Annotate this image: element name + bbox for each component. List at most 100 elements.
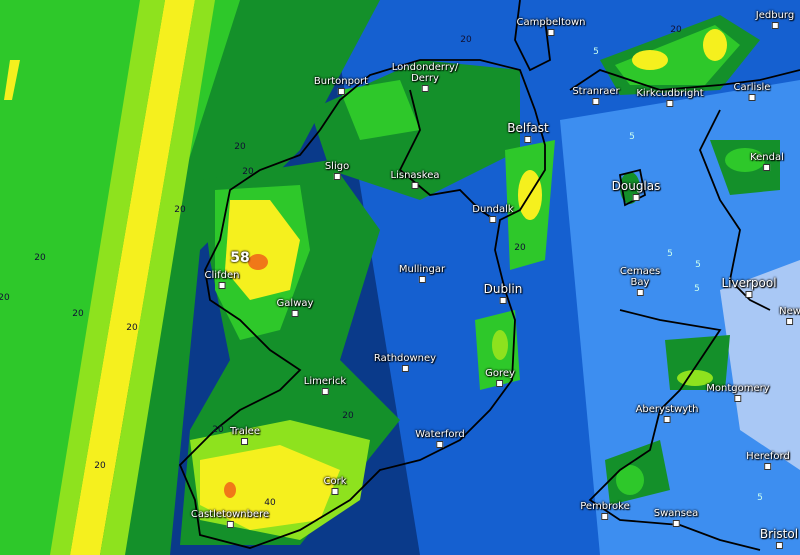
- city-name: Clifden: [204, 270, 240, 281]
- city-label: Bristol: [760, 528, 798, 549]
- city-label: Douglas: [611, 179, 661, 201]
- contour-label: 20: [242, 167, 254, 177]
- light-green-stripe: [50, 0, 165, 555]
- city-marker-icon: [524, 136, 532, 143]
- city-name: Dublin: [483, 282, 523, 296]
- coastline: [178, 0, 800, 551]
- city-name: Carlisle: [733, 82, 771, 93]
- city-marker-icon: [337, 88, 345, 95]
- city-label: Londonderry/Derry: [392, 62, 458, 92]
- city-marker-icon: [764, 463, 772, 470]
- city-label: Galway: [277, 298, 313, 317]
- city-label: Swansea: [654, 508, 698, 527]
- city-name: Swansea: [653, 508, 699, 519]
- city-name: Liverpool: [721, 276, 777, 290]
- city-name: Lisnaskea: [390, 170, 440, 181]
- yellow-stripe: [70, 0, 195, 555]
- contour-label: 20: [342, 411, 354, 421]
- orange-spot: [248, 254, 268, 270]
- city-marker-icon: [321, 388, 329, 395]
- city-name: Douglas: [611, 179, 661, 193]
- contour-label: 5: [694, 284, 700, 294]
- city-name: Rathdowney: [373, 353, 437, 364]
- city-label: Tralee: [230, 426, 260, 445]
- city-name: Stranraer: [572, 86, 620, 97]
- city-marker-icon: [632, 194, 640, 201]
- city-name: Pembroke: [580, 501, 630, 512]
- city-marker-icon: [663, 416, 671, 423]
- city-label: Mullingar: [399, 264, 445, 283]
- contour-label: 40: [264, 498, 276, 508]
- light-blue-band: [560, 80, 800, 555]
- contour-label: 20: [126, 323, 138, 333]
- city-marker-icon: [496, 380, 504, 387]
- city-label: Stranraer: [572, 86, 620, 105]
- city-label: Rathdowney: [374, 353, 436, 372]
- city-name: Montgomery: [706, 383, 770, 394]
- south-yellow: [200, 445, 340, 530]
- city-marker-icon: [666, 100, 674, 107]
- city-label: Castletownbere: [191, 509, 269, 528]
- city-name: Castletownbere: [190, 509, 270, 520]
- city-name: Mullingar: [398, 264, 446, 275]
- city-marker-icon: [771, 22, 779, 29]
- city-marker-icon: [218, 282, 226, 289]
- city-marker-icon: [226, 521, 234, 528]
- city-label: Kirkcudbright: [636, 88, 704, 107]
- city-marker-icon: [734, 395, 742, 402]
- city-name: Tralee: [230, 426, 260, 437]
- city-label: Belfast: [507, 121, 549, 143]
- city-label: Burtonport: [314, 76, 368, 95]
- yellow-stripe-2: [4, 60, 20, 100]
- city-marker-icon: [418, 276, 426, 283]
- city-name: Derry: [411, 73, 439, 84]
- city-label: Pembroke: [580, 501, 630, 520]
- city-name: Dundalk: [472, 204, 514, 215]
- contour-label: 20: [0, 293, 10, 303]
- city-marker-icon: [636, 289, 644, 296]
- city-label: Dublin: [483, 282, 523, 304]
- max-value-label: 58: [230, 250, 250, 266]
- contour-label: 20: [234, 142, 246, 152]
- city-label: Waterford: [415, 429, 465, 448]
- contour-label: 20: [514, 243, 526, 253]
- city-marker-icon: [763, 164, 771, 171]
- contour-label: 20: [94, 461, 106, 471]
- contour-label: 20: [174, 205, 186, 215]
- city-label: Carlisle: [733, 82, 771, 101]
- city-name: Bay: [630, 277, 650, 288]
- city-label: Dundalk: [472, 204, 514, 223]
- city-marker-icon: [489, 216, 497, 223]
- city-label: Montgomery: [706, 383, 770, 402]
- city-marker-icon: [401, 365, 409, 372]
- city-marker-icon: [601, 513, 609, 520]
- city-name: Aberystwyth: [635, 404, 699, 415]
- city-label: Limerick: [304, 376, 346, 395]
- city-label: Cork: [323, 476, 347, 495]
- contour-label: 20: [460, 35, 472, 45]
- city-label: New: [779, 306, 800, 325]
- city-label: Kendal: [750, 152, 784, 171]
- city-name: Burtonport: [313, 76, 369, 87]
- city-name: Jedburg: [755, 10, 795, 21]
- city-marker-icon: [421, 85, 429, 92]
- city-marker-icon: [499, 297, 507, 304]
- city-name: Campbeltown: [516, 17, 586, 28]
- city-name: Kendal: [750, 152, 784, 163]
- city-marker-icon: [592, 98, 600, 105]
- contour-label: 5: [695, 260, 701, 270]
- city-name: Waterford: [415, 429, 465, 440]
- light-green-stripe-2: [100, 0, 215, 555]
- city-marker-icon: [436, 441, 444, 448]
- city-name: Cemaes: [619, 266, 661, 277]
- city-name: Gorey: [485, 368, 515, 379]
- city-label: Cemaes Bay: [620, 266, 660, 296]
- contour-label: 20: [670, 25, 682, 35]
- contour-label: 20: [34, 253, 46, 263]
- city-name: Belfast: [507, 121, 549, 135]
- city-marker-icon: [241, 438, 249, 445]
- ireland-yellow: [225, 200, 300, 300]
- north-bright: [340, 80, 420, 140]
- city-name: Bristol: [759, 527, 799, 541]
